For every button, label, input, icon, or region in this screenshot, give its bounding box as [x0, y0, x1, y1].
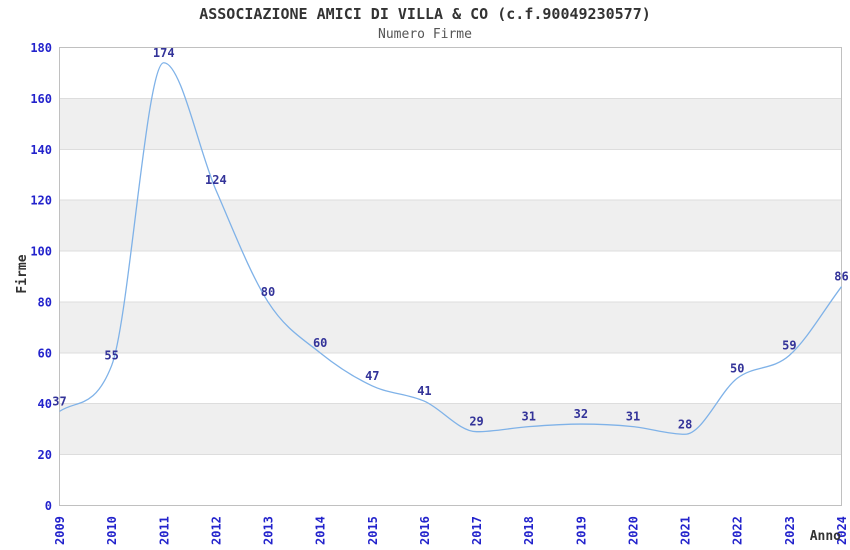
plot-band	[59, 352, 842, 404]
data-point-label: 86	[834, 270, 848, 284]
chart-line	[59, 62, 843, 435]
y-axis-tick-label: 180	[30, 41, 52, 55]
plot-band	[59, 47, 842, 99]
data-point-label: 47	[365, 369, 379, 383]
data-point-label: 174	[153, 46, 175, 60]
y-axis-tick-label: 120	[30, 194, 52, 208]
y-axis-tick-label: 100	[30, 245, 52, 259]
y-axis-tick-label: 40	[38, 397, 52, 411]
plot-band	[59, 149, 842, 201]
plot-band	[59, 301, 842, 353]
x-axis-tick-label: 2015	[366, 516, 380, 545]
x-axis-tick-label: 2014	[314, 516, 328, 545]
x-axis-tick-label: 2020	[626, 516, 640, 545]
x-axis-tick-label: 2019	[574, 516, 588, 545]
data-point-label: 60	[313, 336, 327, 350]
x-axis-tick-label: 2016	[418, 516, 432, 545]
data-point-label: 37	[52, 394, 66, 408]
x-axis-tick-label: 2013	[262, 516, 276, 545]
data-point-label: 29	[469, 415, 483, 429]
x-axis-tick-label: 2023	[783, 516, 797, 545]
chart-subtitle: Numero Firme	[378, 27, 472, 42]
y-axis-tick-label: 140	[30, 143, 52, 157]
data-point-label: 32	[574, 407, 588, 421]
y-axis-title: Firme	[15, 254, 30, 293]
x-axis-tick-label: 2018	[522, 516, 536, 545]
y-axis-tick-label: 60	[38, 346, 52, 360]
plot-band	[59, 98, 842, 150]
data-point-label: 59	[782, 338, 796, 352]
x-axis-tick-label: 2017	[470, 516, 484, 545]
x-axis-tick-label: 2022	[731, 516, 745, 545]
data-point-label: 55	[104, 349, 118, 363]
y-axis-tick-label: 80	[38, 295, 52, 309]
y-axis-tick-label: 0	[45, 499, 52, 513]
plot-band	[59, 251, 842, 302]
plot-band	[59, 200, 842, 252]
x-axis-tick-label: 2011	[157, 516, 171, 545]
data-point-label: 31	[626, 410, 640, 424]
data-point-label: 80	[261, 285, 275, 299]
plot-band	[59, 454, 842, 506]
data-point-label: 41	[417, 384, 431, 398]
x-axis-tick-label: 2012	[209, 516, 223, 545]
data-point-label: 124	[205, 173, 227, 187]
data-point-label: 28	[678, 417, 692, 431]
y-axis-tick-label: 20	[38, 448, 52, 462]
plot-border	[59, 47, 842, 506]
x-axis-tick-label: 2024	[835, 516, 849, 545]
x-axis-title: Anno	[810, 529, 841, 544]
data-point-label: 31	[521, 410, 535, 424]
chart-title: ASSOCIAZIONE AMICI DI VILLA & CO (c.f.90…	[199, 5, 651, 23]
x-axis-tick-label: 2021	[679, 516, 693, 545]
y-axis-tick-label: 160	[30, 92, 52, 106]
plot-band	[59, 403, 842, 455]
data-point-label: 50	[730, 361, 744, 375]
x-axis-tick-label: 2010	[105, 516, 119, 545]
x-axis-tick-label: 2009	[53, 516, 67, 545]
